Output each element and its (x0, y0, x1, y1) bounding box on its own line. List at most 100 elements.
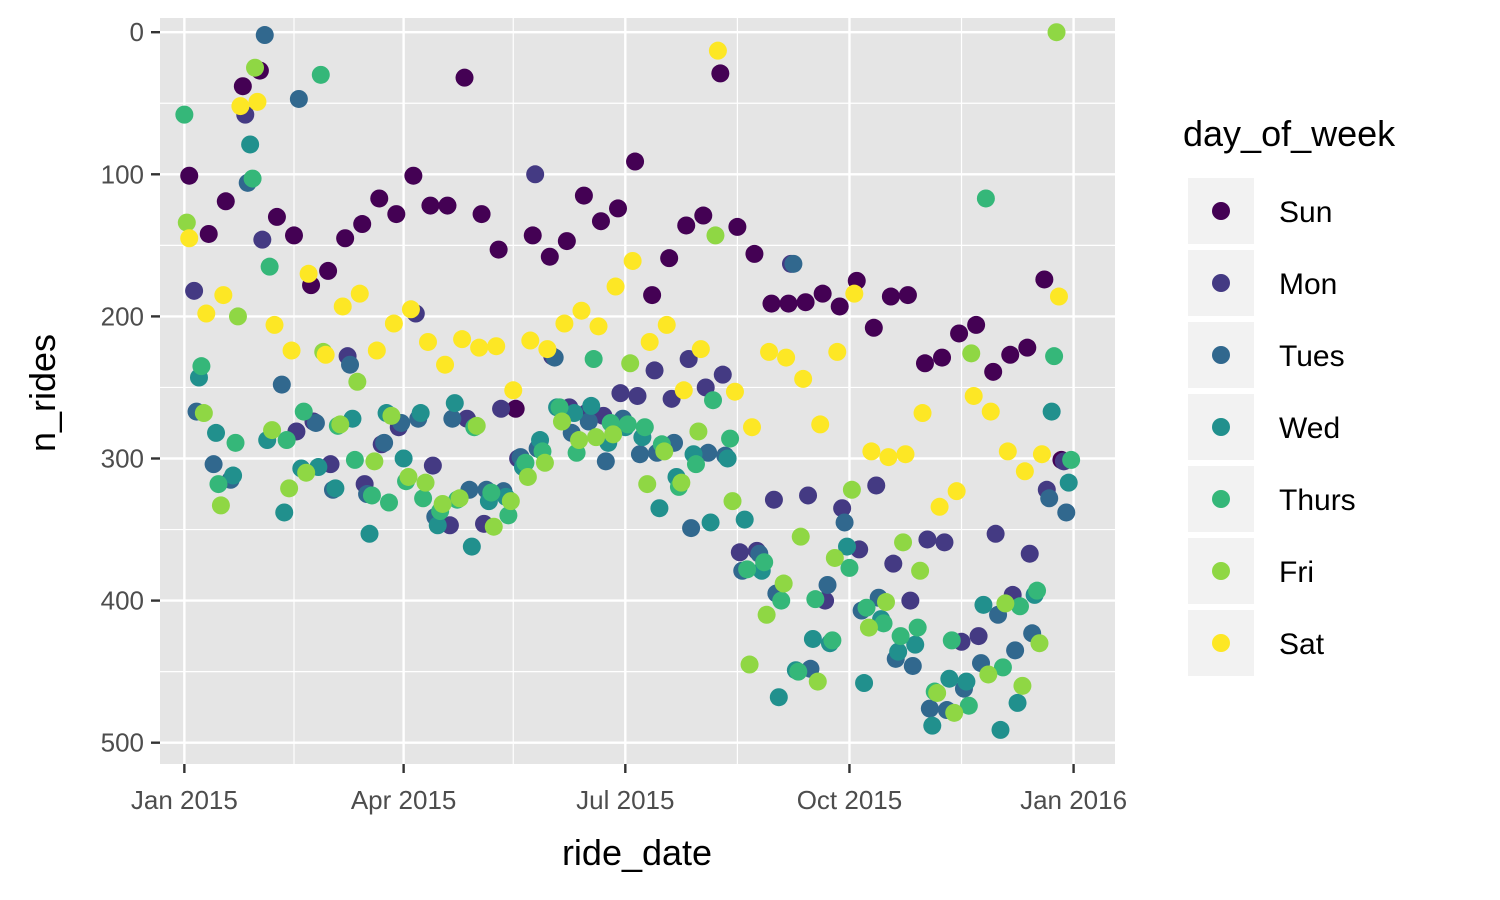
point-fri (280, 479, 299, 498)
point-fri (177, 213, 196, 232)
point-mon (253, 230, 272, 249)
point-sat (896, 445, 915, 464)
y-tick-label: 500 (101, 728, 144, 758)
point-fri (467, 416, 486, 435)
point-sat (418, 332, 437, 351)
point-sun (180, 166, 199, 185)
point-fri (382, 406, 401, 425)
legend-key-sun (1212, 202, 1230, 220)
point-sat (691, 340, 710, 359)
point-fri (928, 683, 947, 702)
point-wed (445, 394, 464, 413)
y-tick-label: 200 (101, 301, 144, 331)
point-thurs (175, 105, 194, 124)
point-sat (913, 404, 932, 423)
point-sun (609, 199, 628, 218)
x-tick-label: Jan 2015 (131, 785, 238, 815)
y-tick-label: 400 (101, 586, 144, 616)
point-thurs (1045, 347, 1064, 366)
point-wed (462, 537, 481, 556)
legend-item-thurs: Thurs (1188, 466, 1356, 532)
point-sun (813, 284, 832, 303)
point-thurs (345, 450, 364, 469)
point-mon (799, 486, 818, 505)
point-sat (708, 41, 727, 60)
point-wed (326, 479, 345, 498)
legend-label-sun: Sun (1279, 196, 1332, 229)
point-fri (228, 307, 247, 326)
point-thurs (1028, 581, 1047, 600)
point-fri (621, 354, 640, 373)
point-tues (835, 513, 854, 532)
point-thurs (550, 398, 569, 417)
point-fri (450, 489, 469, 508)
point-sun (404, 166, 423, 185)
point-sat (1049, 287, 1068, 306)
point-thurs (635, 418, 654, 437)
point-sun (370, 189, 389, 208)
point-sat (248, 92, 267, 111)
point-fri (672, 473, 691, 492)
point-wed (394, 449, 413, 468)
point-sun (796, 293, 815, 312)
point-sun (233, 77, 252, 96)
point-sun (779, 294, 798, 313)
point-tues (920, 699, 939, 718)
point-wed (1008, 693, 1027, 712)
point-tues (818, 575, 837, 594)
point-sun (489, 240, 508, 259)
point-thurs (209, 475, 228, 494)
point-sat (384, 314, 403, 333)
point-wed (650, 499, 669, 518)
point-fri (416, 473, 435, 492)
point-mon (986, 524, 1005, 543)
point-tues (784, 254, 803, 273)
point-fri (911, 561, 930, 580)
point-wed (974, 595, 993, 614)
point-sun (864, 318, 883, 337)
point-wed (889, 642, 908, 661)
legend-key-thurs (1212, 490, 1230, 508)
point-thurs (772, 591, 791, 610)
point-fri (723, 492, 742, 511)
point-sat (333, 297, 352, 316)
point-sun (830, 297, 849, 316)
point-thurs (686, 455, 705, 474)
x-axis-title: ride_date (562, 832, 712, 873)
point-sun (540, 247, 559, 266)
point-sun (950, 324, 969, 343)
point-fri (689, 422, 708, 441)
point-thurs (976, 189, 995, 208)
point-thurs (226, 433, 245, 452)
point-sat (555, 314, 574, 333)
point-sat (197, 304, 216, 323)
point-sun (967, 315, 986, 334)
point-thurs (482, 483, 501, 502)
legend-item-mon: Mon (1188, 250, 1337, 316)
point-fri (211, 496, 230, 515)
point-wed (411, 404, 430, 423)
point-fri (996, 594, 1015, 613)
point-sat (845, 284, 864, 303)
point-sun (745, 244, 764, 263)
point-sun (455, 68, 474, 87)
point-sat (1015, 462, 1034, 481)
point-sat (777, 348, 796, 367)
point-tues (341, 355, 360, 374)
point-tues (1006, 641, 1025, 660)
point-mon (492, 399, 511, 418)
point-wed (1059, 473, 1078, 492)
point-thurs (874, 614, 893, 633)
point-thurs (1062, 450, 1081, 469)
point-wed (923, 716, 942, 735)
point-tues (306, 413, 325, 432)
point-fri (194, 404, 213, 423)
point-sun (1001, 345, 1020, 364)
legend-key-sat (1212, 634, 1230, 652)
point-tues (443, 409, 462, 428)
point-mon (611, 384, 630, 403)
point-thurs (260, 257, 279, 276)
point-thurs (942, 631, 961, 650)
point-fri (433, 494, 452, 513)
